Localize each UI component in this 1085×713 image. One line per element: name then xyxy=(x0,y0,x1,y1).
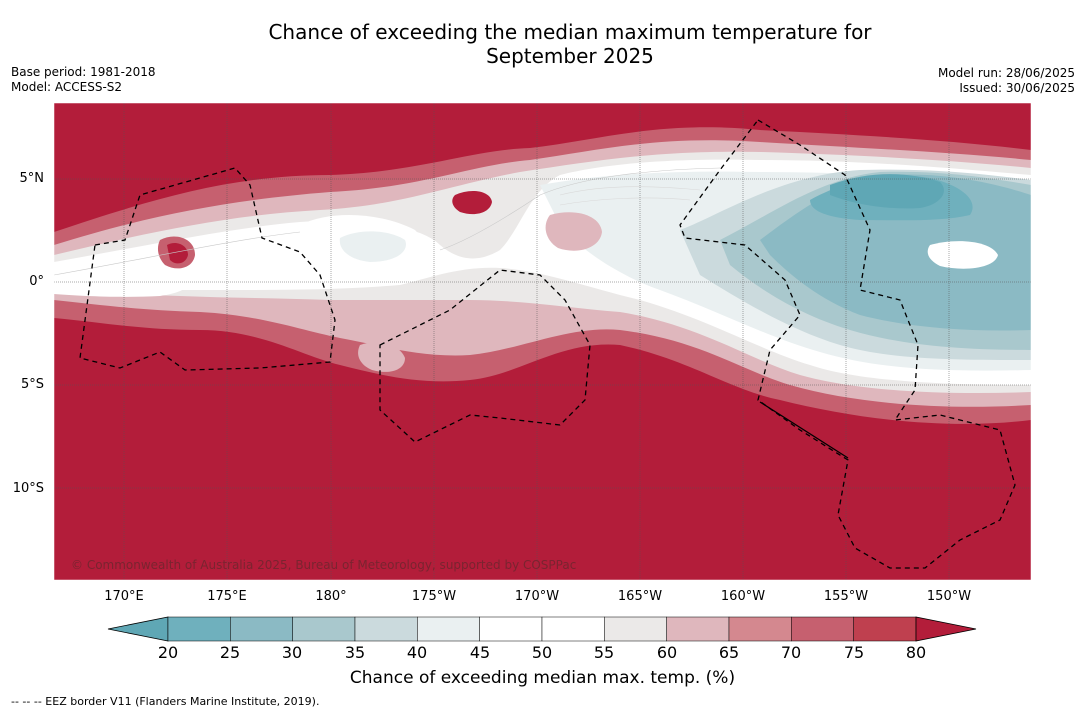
eez-line-islands xyxy=(679,119,1016,569)
lon-label: 175°E xyxy=(207,589,247,604)
colorbar-segment xyxy=(541,616,605,642)
colorbar-extend-low xyxy=(107,616,169,642)
patch-light-west xyxy=(339,231,406,262)
patch-20 xyxy=(830,174,944,209)
colorbar-extend-high xyxy=(915,616,977,642)
model-text: Model: ACCESS-S2 xyxy=(11,80,123,94)
colorbar-segment xyxy=(167,616,231,642)
colorbar-tick: 75 xyxy=(843,643,865,662)
meta-left: Base period: 1981-2018 Model: ACCESS-S2 xyxy=(11,65,156,95)
colorbar-segment xyxy=(479,616,543,642)
colorbar-tick: 60 xyxy=(656,643,678,662)
colorbar-tick: 50 xyxy=(531,643,553,662)
colorbar-segment xyxy=(853,616,917,642)
issued-text: Issued: 30/06/2025 xyxy=(959,81,1075,95)
title-line-2: September 2025 xyxy=(486,44,654,68)
lon-label: 170°W xyxy=(514,589,560,604)
colorbar-segment xyxy=(230,616,293,642)
lat-label: 10°S xyxy=(12,481,44,496)
patch-pink-south xyxy=(358,342,405,372)
lon-label: 150°W xyxy=(926,589,972,604)
map-title: Chance of exceeding the median maximum t… xyxy=(200,20,940,68)
colorbar-tick: 40 xyxy=(406,643,428,662)
meta-right: Model run: 28/06/2025 Issued: 30/06/2025 xyxy=(938,66,1075,96)
colorbar-segment xyxy=(417,616,480,642)
patch-red-dateline xyxy=(167,243,188,264)
eez-borders xyxy=(79,119,1016,569)
colorbar-tick: 20 xyxy=(157,643,179,662)
lat-label: 5°S xyxy=(20,377,44,392)
lat-label: 0° xyxy=(29,274,44,289)
colorbar-segment xyxy=(791,616,854,642)
eez-tokelau-region xyxy=(379,269,591,443)
patch-red-north xyxy=(452,190,492,215)
colorbar-segment xyxy=(292,616,356,642)
eez-kiribati-gilbert xyxy=(79,167,336,371)
patch-white-east xyxy=(927,241,998,269)
copyright-text: © Commonwealth of Australia 2025, Bureau… xyxy=(71,558,577,572)
lon-label: 175°W xyxy=(411,589,457,604)
eez-footnote: -- -- -- EEZ border V11 (Flanders Marine… xyxy=(11,695,320,708)
graticule xyxy=(54,103,1031,580)
colorbar-tick: 55 xyxy=(593,643,615,662)
title-line-1: Chance of exceeding the median maximum t… xyxy=(268,20,872,44)
colorbar-tick: 70 xyxy=(780,643,802,662)
colorbar-tick: 35 xyxy=(344,643,366,662)
colorbar-tick: 30 xyxy=(281,643,303,662)
colorbar-segment xyxy=(354,616,418,642)
lon-label: 180° xyxy=(315,589,347,604)
colorbar-segment xyxy=(604,616,667,642)
colorbar-label: Chance of exceeding median max. temp. (%… xyxy=(349,668,736,688)
colorbar-segment xyxy=(666,616,730,642)
lon-label: 160°W xyxy=(720,589,766,604)
patch-pink-central xyxy=(545,212,602,251)
lat-label: 5°N xyxy=(19,171,45,186)
lon-label: 170°E xyxy=(104,589,144,604)
colorbar-tick: 45 xyxy=(469,643,491,662)
colorbar-tick: 80 xyxy=(905,643,927,662)
patch-white-far-west xyxy=(54,264,191,297)
model-run-text: Model run: 28/06/2025 xyxy=(937,66,1075,80)
colorbar-tick: 25 xyxy=(219,643,241,662)
colorbar-tick: 65 xyxy=(718,643,740,662)
colorbar-segment xyxy=(728,616,792,642)
lon-label: 165°W xyxy=(617,589,663,604)
lon-label: 155°W xyxy=(823,589,869,604)
base-period-text: Base period: 1981-2018 xyxy=(11,65,156,79)
